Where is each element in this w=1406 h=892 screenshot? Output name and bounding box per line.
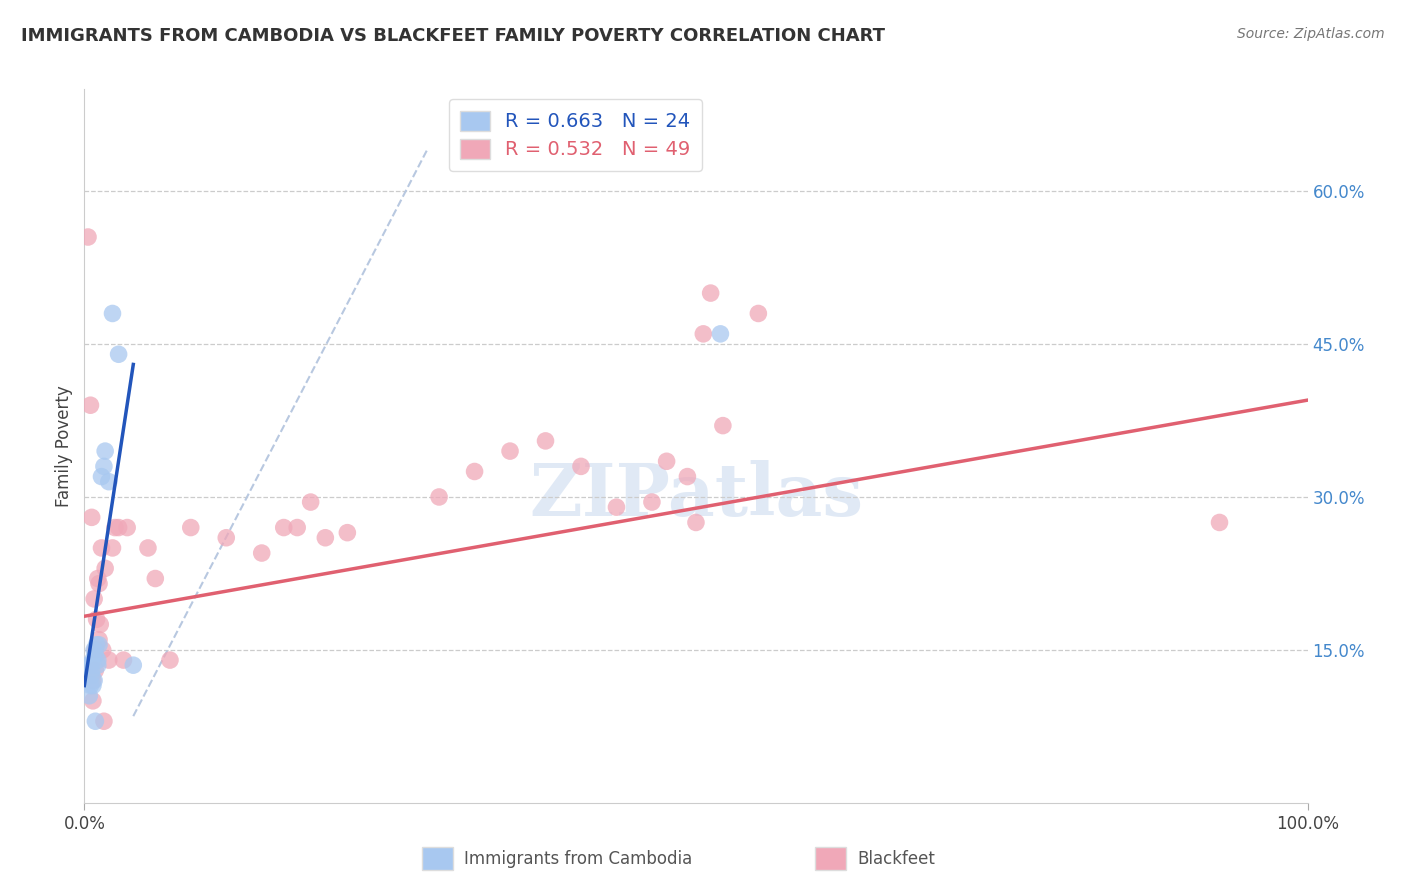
- Point: [115, 520, 138, 534]
- Point: [82, 694, 104, 708]
- Point: [86, 638, 108, 652]
- Point: [605, 500, 627, 515]
- Point: [711, 418, 734, 433]
- Point: [1208, 516, 1230, 530]
- Point: [87, 632, 110, 647]
- Point: [273, 520, 295, 534]
- Point: [94, 561, 117, 575]
- Point: [91, 643, 114, 657]
- Point: [676, 469, 699, 483]
- Point: [83, 673, 105, 688]
- Point: [685, 516, 707, 530]
- Point: [77, 658, 100, 673]
- Point: [87, 572, 110, 586]
- Point: [534, 434, 557, 448]
- Point: [699, 286, 721, 301]
- Point: [89, 617, 111, 632]
- Point: [84, 643, 107, 657]
- Point: [215, 531, 238, 545]
- Point: [143, 572, 166, 586]
- Point: [84, 663, 107, 677]
- Point: [80, 663, 103, 677]
- Point: [180, 520, 202, 534]
- Text: IMMIGRANTS FROM CAMBODIA VS BLACKFEET FAMILY POVERTY CORRELATION CHART: IMMIGRANTS FROM CAMBODIA VS BLACKFEET FA…: [21, 27, 886, 45]
- Point: [79, 679, 101, 693]
- Point: [86, 612, 108, 626]
- Point: [692, 326, 714, 341]
- Point: [464, 465, 486, 479]
- Text: Blackfeet: Blackfeet: [858, 849, 935, 868]
- Point: [569, 459, 592, 474]
- Y-axis label: Family Poverty: Family Poverty: [55, 385, 73, 507]
- Point: [84, 714, 107, 729]
- Point: [87, 658, 110, 673]
- Text: Immigrants from Cambodia: Immigrants from Cambodia: [464, 849, 692, 868]
- Point: [84, 648, 107, 662]
- Text: Source: ZipAtlas.com: Source: ZipAtlas.com: [1237, 27, 1385, 41]
- Point: [87, 653, 110, 667]
- Point: [90, 469, 112, 483]
- Point: [93, 714, 115, 729]
- Point: [709, 326, 731, 341]
- Point: [77, 230, 100, 244]
- Point: [499, 444, 522, 458]
- Point: [82, 653, 104, 667]
- Point: [97, 653, 120, 667]
- Point: [336, 525, 359, 540]
- Point: [97, 475, 120, 489]
- Point: [101, 306, 124, 320]
- Point: [136, 541, 159, 555]
- Point: [83, 643, 105, 657]
- Point: [655, 454, 678, 468]
- Point: [79, 398, 101, 412]
- Point: [87, 576, 110, 591]
- Point: [159, 653, 181, 667]
- Point: [299, 495, 322, 509]
- Point: [112, 653, 135, 667]
- Point: [107, 347, 129, 361]
- Point: [107, 520, 129, 534]
- Point: [250, 546, 273, 560]
- Point: [101, 541, 124, 555]
- Point: [87, 638, 110, 652]
- Point: [122, 658, 145, 673]
- Legend: R = 0.663   N = 24, R = 0.532   N = 49: R = 0.663 N = 24, R = 0.532 N = 49: [449, 99, 702, 171]
- Point: [104, 520, 127, 534]
- Point: [93, 459, 115, 474]
- Point: [641, 495, 664, 509]
- Point: [94, 444, 117, 458]
- Point: [747, 306, 769, 320]
- Point: [314, 531, 336, 545]
- Point: [427, 490, 450, 504]
- Point: [80, 668, 103, 682]
- Point: [83, 591, 105, 606]
- Point: [82, 679, 104, 693]
- Point: [77, 689, 100, 703]
- Point: [80, 510, 103, 524]
- Point: [82, 673, 104, 688]
- Point: [90, 541, 112, 555]
- Text: ZIPatlas: ZIPatlas: [529, 460, 863, 532]
- Point: [79, 658, 101, 673]
- Point: [285, 520, 308, 534]
